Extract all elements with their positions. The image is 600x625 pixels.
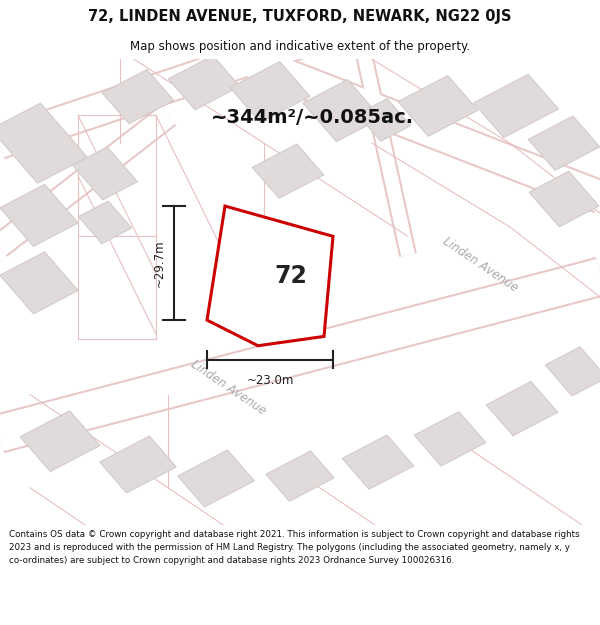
Polygon shape bbox=[342, 435, 414, 489]
Polygon shape bbox=[178, 450, 254, 507]
Polygon shape bbox=[100, 436, 176, 493]
Polygon shape bbox=[168, 56, 240, 110]
Polygon shape bbox=[79, 201, 131, 244]
Polygon shape bbox=[528, 116, 600, 171]
Polygon shape bbox=[73, 147, 137, 200]
Polygon shape bbox=[486, 381, 558, 436]
Polygon shape bbox=[473, 74, 559, 138]
Text: 72, LINDEN AVENUE, TUXFORD, NEWARK, NG22 0JS: 72, LINDEN AVENUE, TUXFORD, NEWARK, NG22… bbox=[88, 9, 512, 24]
Polygon shape bbox=[0, 252, 78, 314]
Polygon shape bbox=[529, 171, 599, 227]
Polygon shape bbox=[303, 79, 381, 142]
Text: Linden Avenue: Linden Avenue bbox=[440, 234, 520, 294]
Text: ~29.7m: ~29.7m bbox=[152, 239, 166, 287]
Polygon shape bbox=[358, 99, 410, 141]
Text: ~23.0m: ~23.0m bbox=[247, 374, 293, 387]
Text: Map shows position and indicative extent of the property.: Map shows position and indicative extent… bbox=[130, 40, 470, 52]
Polygon shape bbox=[20, 411, 100, 472]
Polygon shape bbox=[0, 184, 78, 246]
Polygon shape bbox=[102, 69, 174, 124]
Polygon shape bbox=[230, 62, 310, 122]
Polygon shape bbox=[414, 412, 486, 466]
Polygon shape bbox=[0, 103, 88, 183]
Polygon shape bbox=[398, 76, 478, 136]
Polygon shape bbox=[545, 347, 600, 396]
Text: ~344m²/~0.085ac.: ~344m²/~0.085ac. bbox=[211, 108, 413, 127]
Text: Contains OS data © Crown copyright and database right 2021. This information is : Contains OS data © Crown copyright and d… bbox=[9, 530, 580, 565]
Polygon shape bbox=[252, 144, 324, 198]
Text: 72: 72 bbox=[275, 264, 307, 288]
Text: Linden Avenue: Linden Avenue bbox=[188, 357, 268, 418]
Polygon shape bbox=[266, 451, 334, 501]
Polygon shape bbox=[207, 206, 333, 346]
